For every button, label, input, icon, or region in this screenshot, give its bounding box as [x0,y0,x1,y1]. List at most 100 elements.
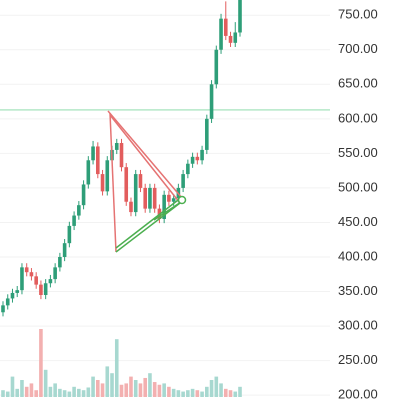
y-tick-label: 750.00 [338,7,378,22]
volume-bar [110,373,114,397]
volume [1,329,242,397]
candle-body [114,143,119,150]
candle-body [96,146,100,175]
price-axis: 200.00 250.00 300.00 350.00 400.00 450.00 500.… [338,7,378,402]
candle-body [29,272,34,277]
candle-body [1,305,5,313]
candle-body [143,187,147,209]
volume-bar [24,386,29,397]
y-tick-label: 300.00 [338,318,378,333]
candle-body [162,194,166,219]
candle-body [223,18,228,36]
y-tick-label: 500.00 [338,179,378,194]
candle-body [86,160,91,185]
volume-bar [214,376,219,397]
volume-bar [105,366,110,397]
candle-body [190,156,195,164]
candle-body [77,205,81,216]
volume-bar [219,383,223,397]
candle-body [186,163,190,175]
volume-bar [39,329,43,397]
candle-body [24,267,29,273]
volume-bar [72,386,76,397]
volume-bar [86,387,91,397]
candle-body [100,174,105,192]
volume-bar [48,386,53,397]
volume-bar [43,369,48,397]
volume-bar [114,339,119,397]
candle-body [129,201,133,213]
volume-bar [195,390,200,397]
drawing-line [115,199,185,253]
triangle-drawing [107,110,187,253]
volume-bar [167,386,171,397]
volume-bar [148,373,152,397]
drawing-line [153,199,185,221]
volume-bar [238,386,242,397]
candle-body [209,84,214,119]
volume-bar [53,383,57,397]
y-tick-label: 350.00 [338,283,378,298]
volume-bar [181,391,185,397]
drawing-line [109,114,181,204]
volume-bar [162,383,166,397]
candle-body [152,187,157,209]
volume-bar [186,390,190,397]
candle-body [119,143,124,168]
volume-bar [77,388,81,397]
candle-body [233,32,238,43]
volume-bar [20,380,24,397]
y-tick-label: 700.00 [338,41,378,56]
candle-body [81,184,86,206]
y-tick-label: 450.00 [338,214,378,229]
candle-body [5,298,10,306]
volume-bar [171,388,176,397]
y-tick-label: 550.00 [338,145,378,160]
volume-bar [138,383,143,397]
volume-bar [176,390,181,397]
y-tick-label: 400.00 [338,248,378,263]
volume-bar [228,390,233,397]
candle-body [133,174,138,213]
volume-bar [129,376,133,397]
candle-body [171,198,176,202]
candle-body [67,225,72,244]
candle-body [10,292,15,299]
volume-bar [200,391,204,397]
candle-body [138,174,143,188]
candle-body [15,290,20,293]
volume-bar [29,383,34,397]
volume-bar [81,390,86,397]
candle-body [219,18,223,50]
volume-bar [133,380,138,397]
volume-bar [96,380,100,397]
candle-body [200,149,204,161]
y-tick-label: 600.00 [338,110,378,125]
volume-bar [119,384,124,397]
grid [0,14,330,396]
volume-bar [15,388,20,397]
candle-body [20,267,24,291]
y-tick-label: 250.00 [338,352,378,367]
candle-body [62,243,67,257]
volume-bar [5,391,10,397]
candle-body [91,146,95,161]
volume-bar [157,384,162,397]
candle-body [167,194,171,202]
drawing-line [109,112,117,253]
drawing-handle [177,195,187,205]
y-tick-label: 200.00 [338,387,378,400]
drawing-line [115,196,183,249]
drawing-line [107,110,183,199]
volume-bar [34,390,38,397]
candle-body [195,156,200,161]
candle-body [39,284,43,295]
volume-bar [152,382,157,397]
candle-body [72,215,76,226]
volume-bar [223,388,228,397]
candles [1,0,242,317]
candle-body [148,187,152,209]
volume-bar [10,376,15,397]
candle-body [238,0,242,33]
